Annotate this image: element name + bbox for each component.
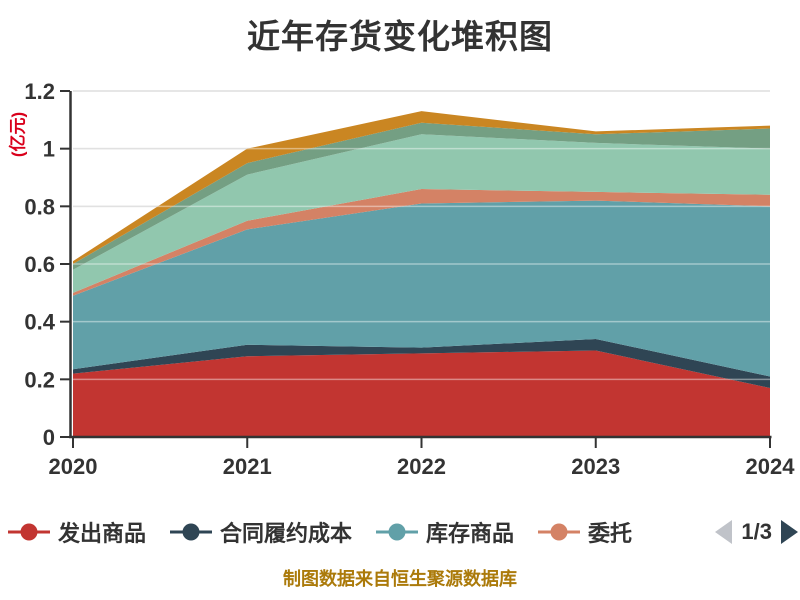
legend: 发出商品 合同履约成本 库存商品 委托 1/3: [0, 514, 800, 550]
x-tick-label: 2021: [223, 454, 272, 479]
y-tick-label: 0.6: [24, 252, 55, 277]
legend-marker-icon: [170, 523, 213, 541]
x-tick-label: 2022: [397, 454, 446, 479]
source-caption: 制图数据来自恒生聚源数据库: [283, 569, 517, 589]
legend-next-page-icon[interactable]: [781, 520, 798, 544]
legend-page-indicator: 1/3: [741, 519, 772, 544]
legend-marker-icon: [538, 523, 581, 541]
x-tick-label: 2023: [571, 454, 620, 479]
legend-prev-page-icon[interactable]: [715, 520, 733, 544]
legend-item-3[interactable]: 库存商品: [376, 516, 514, 548]
y-tick-label: 1: [43, 137, 55, 162]
x-tick-label: 2020: [49, 454, 98, 479]
area-series-4[interactable]: [73, 189, 770, 296]
stacked-area-chart: 0 0.2 0.4 0.6 0.8 1 1.2 2020 2021 2022 2023 2024: [24, 79, 796, 479]
y-tick-label: 0.8: [24, 194, 55, 219]
y-tick-label: 0.2: [24, 367, 55, 392]
x-tick-label: 2024: [746, 454, 796, 479]
chart-title: 近年存货变化堆积图: [247, 18, 553, 55]
legend-label: 委托: [588, 521, 633, 546]
legend-marker-icon: [8, 523, 50, 541]
legend-item-2[interactable]: 合同履约成本: [170, 516, 352, 548]
area-series-6[interactable]: [73, 122, 770, 270]
legend-pager: 1/3: [715, 519, 800, 545]
legend-item-1[interactable]: 发出商品: [8, 516, 146, 548]
area-series-2[interactable]: [73, 338, 770, 388]
y-tick-label: 1.2: [24, 79, 55, 104]
y-tick-label: 0: [43, 425, 55, 450]
legend-marker-icon: [376, 523, 419, 541]
legend-label: 发出商品: [58, 521, 147, 546]
legend-label: 库存商品: [426, 521, 515, 546]
legend-label: 合同履约成本: [220, 521, 353, 546]
legend-item-4[interactable]: 委托: [538, 516, 632, 548]
area-series-7[interactable]: [73, 111, 770, 264]
y-tick-label: 0.4: [24, 310, 55, 335]
area-series-1[interactable]: [73, 350, 770, 438]
area-series-3[interactable]: [73, 200, 770, 377]
area-series-5[interactable]: [73, 134, 770, 293]
